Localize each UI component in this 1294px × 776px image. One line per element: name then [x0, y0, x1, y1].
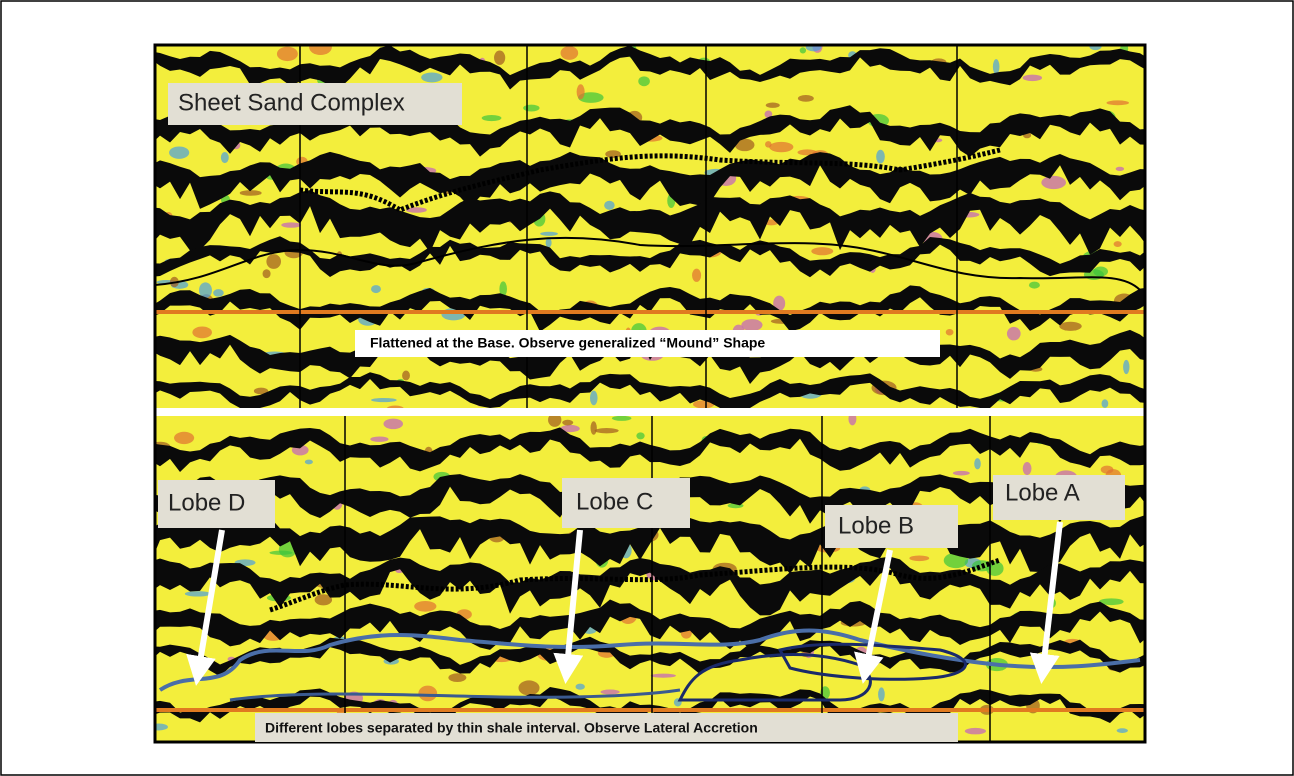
- middle-caption: Flattened at the Base. Observe generaliz…: [370, 335, 765, 351]
- seismic-speckle: [878, 687, 885, 701]
- seismic-speckle: [765, 141, 772, 148]
- seismic-speckle: [562, 420, 573, 426]
- seismic-speckle: [909, 555, 929, 561]
- seismic-speckle: [576, 684, 585, 690]
- seismic-speckle: [383, 419, 403, 430]
- lobe-label: Lobe D: [168, 489, 245, 516]
- seismic-speckle: [518, 680, 539, 695]
- seismic-speckle: [185, 591, 211, 596]
- seismic-speckle: [798, 95, 814, 102]
- seismic-speckle: [590, 391, 598, 406]
- seismic-speckle: [266, 254, 281, 269]
- seismic-speckle: [974, 458, 981, 469]
- seismic-speckle: [169, 146, 189, 158]
- seismic-speckle: [418, 686, 437, 702]
- seismic-speckle: [1007, 327, 1021, 340]
- seismic-speckle: [876, 150, 885, 164]
- seismic-speckle: [591, 421, 597, 434]
- lobe-label: Lobe A: [1005, 479, 1080, 506]
- seismic-speckle: [192, 326, 212, 338]
- seismic-speckle: [240, 190, 262, 196]
- seismic-speckle: [1102, 399, 1109, 408]
- seismic-speckle: [277, 47, 298, 61]
- seismic-speckle: [371, 285, 381, 293]
- seismic-speckle: [601, 690, 620, 695]
- seismic-speckle: [1117, 728, 1128, 733]
- seismic-speckle: [370, 436, 388, 441]
- seismic-section: [148, 39, 1150, 743]
- seismic-speckle: [638, 76, 650, 86]
- seismic-speckle: [1041, 176, 1066, 189]
- seismic-speckle: [1114, 241, 1122, 247]
- lobe-label: Lobe B: [838, 512, 914, 539]
- seismic-speckle: [414, 601, 436, 612]
- seismic-speckle: [221, 152, 229, 163]
- seismic-speckle: [1116, 167, 1124, 171]
- seismic-speckle: [281, 222, 301, 227]
- seismic-speckle: [213, 289, 224, 297]
- seismic-speckle: [523, 105, 539, 112]
- seismic-speckle: [595, 428, 619, 433]
- seismic-speckle: [811, 247, 833, 255]
- seismic-speckle: [546, 238, 552, 247]
- seismic-speckle: [577, 84, 585, 99]
- seismic-speckle: [1029, 282, 1040, 289]
- seismic-speckle: [371, 398, 397, 402]
- seismic-speckle: [305, 460, 313, 465]
- seismic-speckle: [448, 673, 466, 682]
- seismic-speckle: [402, 370, 410, 380]
- seismic-speckle: [561, 46, 579, 60]
- seismic-speckle: [1023, 75, 1042, 81]
- top-label: Sheet Sand Complex: [178, 89, 405, 116]
- seismic-speckle: [636, 432, 644, 439]
- seismic-speckle: [605, 150, 621, 158]
- seismic-speckle: [965, 728, 986, 735]
- seismic-speckle: [604, 201, 615, 210]
- seismic-speckle: [612, 416, 632, 421]
- seismic-speckle: [993, 59, 1000, 74]
- seismic-speckle: [953, 471, 970, 476]
- seismic-speckle: [494, 51, 505, 65]
- seismic-speckle: [421, 72, 442, 82]
- seismic-speckle: [946, 329, 954, 336]
- seismic-speckle: [741, 319, 762, 331]
- lobe-label: Lobe C: [576, 488, 653, 515]
- seismic-speckle: [769, 142, 793, 152]
- seismic-speckle: [1023, 462, 1032, 475]
- seismic-speckle: [1059, 322, 1081, 331]
- seismic-speckle: [482, 115, 502, 121]
- seismic-speckle: [800, 47, 806, 53]
- seismic-speckle: [692, 269, 701, 282]
- figure-page: Sheet Sand Complex Flattened at the Base…: [0, 0, 1294, 776]
- seismic-speckle: [174, 432, 194, 444]
- seismic-speckle: [1123, 360, 1129, 374]
- bottom-caption: Different lobes separated by thin shale …: [265, 720, 758, 736]
- panel-separator: [155, 408, 1145, 416]
- seismic-speckle: [263, 269, 271, 278]
- seismic-speckle: [651, 674, 676, 678]
- seismic-speckle: [766, 103, 780, 108]
- seismic-speckle: [1106, 100, 1129, 105]
- seismic-speckle: [540, 232, 558, 236]
